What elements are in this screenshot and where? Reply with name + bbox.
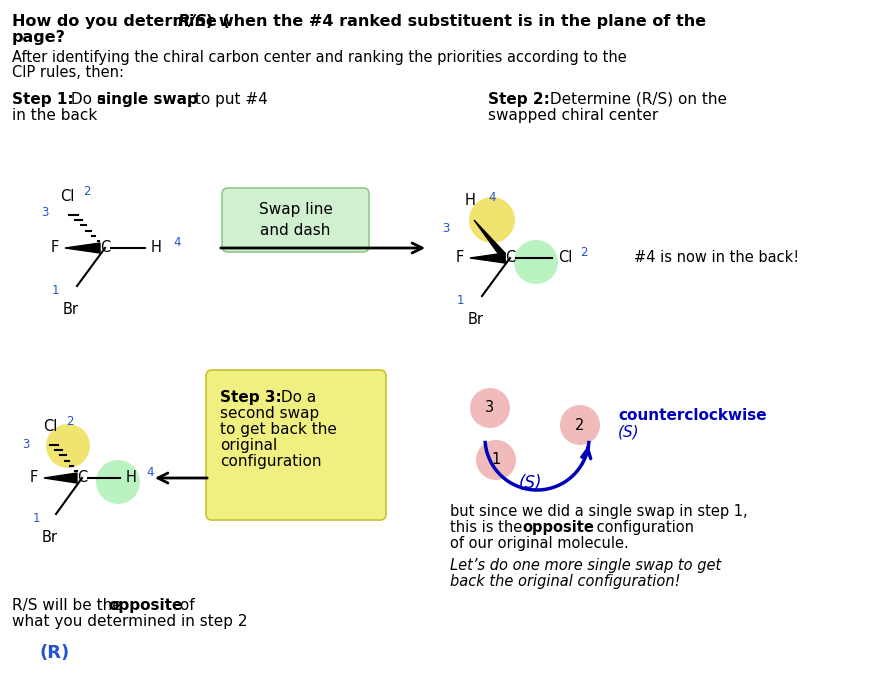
Text: (S): (S) <box>518 474 541 492</box>
Text: in the back: in the back <box>12 108 97 123</box>
Text: H: H <box>464 193 476 208</box>
Text: Do a: Do a <box>276 390 316 405</box>
Text: #4 is now in the back!: #4 is now in the back! <box>634 251 799 266</box>
Text: 1: 1 <box>51 283 58 297</box>
Text: Step 1:: Step 1: <box>12 92 74 107</box>
Text: Step 2:: Step 2: <box>488 92 550 107</box>
Text: to get back the: to get back the <box>220 422 337 437</box>
Text: of our original molecule.: of our original molecule. <box>450 536 629 551</box>
Text: 2: 2 <box>575 418 585 433</box>
Text: C: C <box>505 251 515 266</box>
Polygon shape <box>65 243 100 253</box>
FancyBboxPatch shape <box>206 370 386 520</box>
Text: Br: Br <box>468 312 484 327</box>
Text: Step 3:: Step 3: <box>220 390 282 405</box>
Text: F: F <box>456 251 464 266</box>
Text: of: of <box>175 598 195 613</box>
Text: R/S: R/S <box>178 14 207 29</box>
Text: second swap: second swap <box>220 406 319 421</box>
Text: C: C <box>77 470 87 485</box>
Polygon shape <box>474 220 505 263</box>
Circle shape <box>96 460 140 504</box>
Text: counterclockwise: counterclockwise <box>618 408 766 422</box>
Text: 2: 2 <box>83 185 90 198</box>
Text: Do a: Do a <box>66 92 111 107</box>
Text: Br: Br <box>63 302 79 317</box>
Text: CIP rules, then:: CIP rules, then: <box>12 65 124 80</box>
Text: opposite: opposite <box>108 598 183 613</box>
Circle shape <box>514 240 558 284</box>
Polygon shape <box>44 473 77 483</box>
Text: R/S will be the: R/S will be the <box>12 598 127 613</box>
Text: ) when the #4 ranked substituent is in the plane of the: ) when the #4 ranked substituent is in t… <box>206 14 706 29</box>
Text: 2: 2 <box>66 415 74 428</box>
Text: 3: 3 <box>23 437 30 450</box>
Circle shape <box>560 405 600 445</box>
Text: How do you determine (: How do you determine ( <box>12 14 229 29</box>
Text: 4: 4 <box>173 235 181 249</box>
Text: Br: Br <box>42 530 58 545</box>
Text: After identifying the chiral carbon center and ranking the priorities according : After identifying the chiral carbon cent… <box>12 50 626 65</box>
Text: 1: 1 <box>456 293 463 306</box>
Circle shape <box>476 440 516 480</box>
Text: Cl: Cl <box>60 189 74 204</box>
Text: what you determined in step 2: what you determined in step 2 <box>12 614 247 629</box>
Text: 3: 3 <box>42 206 49 218</box>
Text: 4: 4 <box>488 191 495 204</box>
Text: C: C <box>100 241 110 256</box>
Text: single swap: single swap <box>97 92 198 107</box>
Text: but since we did a single swap in step 1,: but since we did a single swap in step 1… <box>450 504 748 519</box>
Circle shape <box>470 388 510 428</box>
Text: Determine (R/S) on the: Determine (R/S) on the <box>545 92 727 107</box>
FancyBboxPatch shape <box>222 188 369 252</box>
Text: page?: page? <box>12 30 66 45</box>
Text: this is the: this is the <box>450 520 527 535</box>
Text: original: original <box>220 438 277 453</box>
Text: H: H <box>126 470 136 485</box>
Text: 3: 3 <box>486 400 494 416</box>
Text: to put #4: to put #4 <box>190 92 268 107</box>
Text: back the original configuration!: back the original configuration! <box>450 574 680 589</box>
Text: Let’s do one more single swap to get: Let’s do one more single swap to get <box>450 558 721 573</box>
Text: configuration: configuration <box>220 454 322 469</box>
Text: Cl: Cl <box>43 419 58 434</box>
Text: swapped chiral center: swapped chiral center <box>488 108 658 123</box>
Text: 2: 2 <box>580 245 587 258</box>
Text: 1: 1 <box>492 452 501 468</box>
Text: F: F <box>30 470 38 485</box>
Text: opposite: opposite <box>522 520 594 535</box>
Text: H: H <box>151 241 162 256</box>
Circle shape <box>469 197 515 243</box>
Polygon shape <box>470 253 505 263</box>
Text: Cl: Cl <box>558 251 572 266</box>
Text: 4: 4 <box>146 466 153 479</box>
Text: configuration: configuration <box>592 520 694 535</box>
Circle shape <box>46 424 90 468</box>
Text: (S): (S) <box>618 425 640 439</box>
Text: 3: 3 <box>443 222 450 235</box>
Text: 1: 1 <box>32 512 40 525</box>
Text: (R): (R) <box>40 644 70 662</box>
Text: F: F <box>51 241 59 256</box>
Text: Swap line
and dash: Swap line and dash <box>259 202 332 238</box>
